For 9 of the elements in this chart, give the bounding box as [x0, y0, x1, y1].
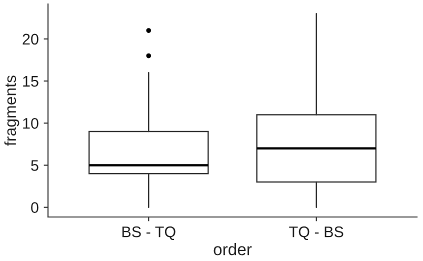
y-tick-label: 20	[22, 34, 38, 45]
x-tick-label: BS - TQ	[122, 226, 176, 240]
y-tick-label: 5	[31, 160, 38, 171]
y-axis-title: fragments	[4, 76, 20, 146]
y-tick-label: 15	[23, 76, 38, 87]
y-tick-label: 10	[23, 118, 38, 129]
x-axis-title: order	[214, 243, 252, 256]
y-tick-label: 0	[31, 202, 38, 214]
x-tick-label: TQ - BS	[289, 226, 344, 240]
